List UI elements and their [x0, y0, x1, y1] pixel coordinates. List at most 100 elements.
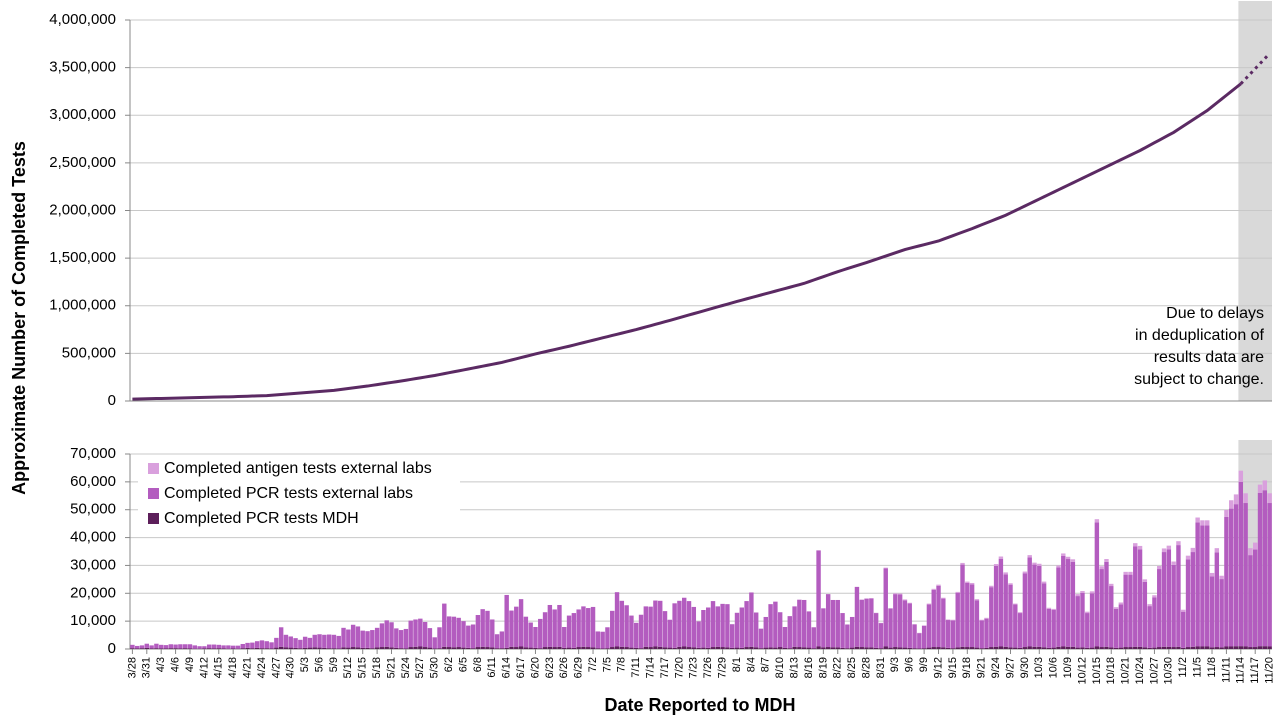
bar-segment — [1152, 647, 1157, 649]
bar-segment — [715, 646, 721, 649]
x-tick-label: 7/17 — [659, 657, 671, 678]
bar-segment — [1248, 548, 1253, 556]
x-tick-label: 3/31 — [141, 657, 153, 678]
x-tick-label: 9/18 — [961, 657, 973, 678]
bar-segment — [638, 648, 644, 649]
bar-segment — [1123, 571, 1128, 575]
bar-segment — [355, 647, 361, 649]
bar-segment — [869, 647, 874, 649]
bar-segment — [552, 609, 557, 648]
bar-segment — [763, 616, 768, 648]
x-tick-label: 6/17 — [515, 657, 527, 678]
bar-segment — [902, 600, 908, 648]
bar-segment — [418, 618, 423, 647]
bar-segment — [950, 620, 956, 649]
bar-segment — [398, 648, 404, 649]
x-tick-label: 10/18 — [1105, 657, 1117, 685]
x-tick-label: 7/23 — [688, 657, 700, 678]
bar-segment — [547, 604, 553, 647]
bar-segment — [989, 647, 994, 649]
bar-segment — [144, 647, 150, 649]
bar-segment — [1104, 559, 1109, 562]
bar-segment — [1137, 545, 1143, 550]
bar-segment — [888, 608, 893, 648]
bar-segment — [1161, 646, 1167, 649]
bar-segment — [341, 647, 346, 649]
bar-segment — [950, 648, 956, 649]
bar-segment — [1214, 647, 1220, 649]
bar-segment — [845, 648, 850, 649]
x-tick-label: 9/9 — [918, 657, 930, 672]
bar-segment — [1099, 566, 1104, 570]
bar-segment — [849, 616, 855, 648]
bar-segment — [845, 624, 850, 649]
bar-segment — [403, 648, 409, 649]
bar-segment — [1046, 647, 1052, 649]
bar-segment — [494, 648, 500, 649]
bar-segment — [1219, 575, 1224, 580]
bar-segment — [744, 647, 749, 649]
bar-segment — [221, 648, 226, 649]
bar-segment — [274, 637, 279, 648]
bar-segment — [1080, 593, 1085, 648]
bar-segment — [782, 626, 788, 648]
bar-segment — [705, 647, 711, 649]
bar-segment — [533, 647, 538, 649]
x-tick-label: 7/26 — [702, 657, 714, 678]
bar-segment — [993, 565, 999, 647]
x-tick-label: 8/25 — [846, 657, 858, 678]
bar-segment — [168, 644, 174, 649]
bar-segment — [926, 647, 932, 649]
bar-segment — [825, 594, 831, 648]
bar-segment — [494, 634, 500, 649]
bar-segment — [619, 646, 625, 649]
bar-segment — [974, 600, 980, 648]
bar-segment — [763, 647, 768, 649]
bar-segment — [662, 647, 668, 649]
bar-segment — [1118, 604, 1124, 648]
bar-segment — [322, 647, 327, 649]
x-tick-label: 8/19 — [817, 657, 829, 678]
x-tick-label: 5/30 — [429, 657, 441, 678]
bar-segment — [1253, 542, 1258, 550]
bar-segment — [1147, 604, 1152, 607]
bar-segment — [307, 637, 313, 648]
bar-segment — [365, 647, 370, 649]
bar-segment — [686, 601, 692, 648]
bar-segment — [226, 645, 231, 649]
bar-segment — [931, 588, 936, 590]
bar-segment — [941, 597, 946, 599]
x-tick-label: 5/15 — [357, 657, 369, 678]
bar-segment — [998, 646, 1004, 649]
bar-segment — [725, 604, 730, 648]
bar-segment — [715, 606, 721, 647]
bar-segment — [264, 648, 269, 649]
bar-segment — [984, 617, 989, 619]
bar-segment — [1089, 647, 1095, 649]
bar-segment — [1056, 565, 1061, 568]
bar-segment — [1056, 646, 1061, 649]
bar-segment — [264, 641, 269, 649]
x-tick-label: 5/9 — [328, 657, 340, 672]
bar-segment — [1061, 553, 1066, 556]
bar-segment — [998, 556, 1004, 559]
legend-box — [138, 455, 460, 537]
bar-segment — [648, 606, 653, 648]
bar-segment — [969, 647, 975, 649]
bar-segment — [230, 648, 236, 649]
x-tick-label: 10/30 — [1163, 657, 1175, 685]
bar-segment — [562, 626, 567, 648]
x-tick-label: 7/11 — [630, 657, 642, 678]
x-tick-label: 4/12 — [198, 657, 210, 678]
bar-segment — [413, 646, 418, 649]
y-tick-label: 30,000 — [70, 556, 116, 573]
bar-segment — [408, 647, 413, 649]
bar-segment — [432, 637, 437, 649]
bar-segment — [1257, 493, 1263, 647]
bar-segment — [710, 647, 716, 649]
bar-segment — [1080, 591, 1085, 594]
bar-segment — [830, 647, 836, 649]
bar-segment — [1137, 646, 1143, 649]
bar-segment — [1070, 561, 1076, 647]
bar-segment — [317, 647, 322, 649]
